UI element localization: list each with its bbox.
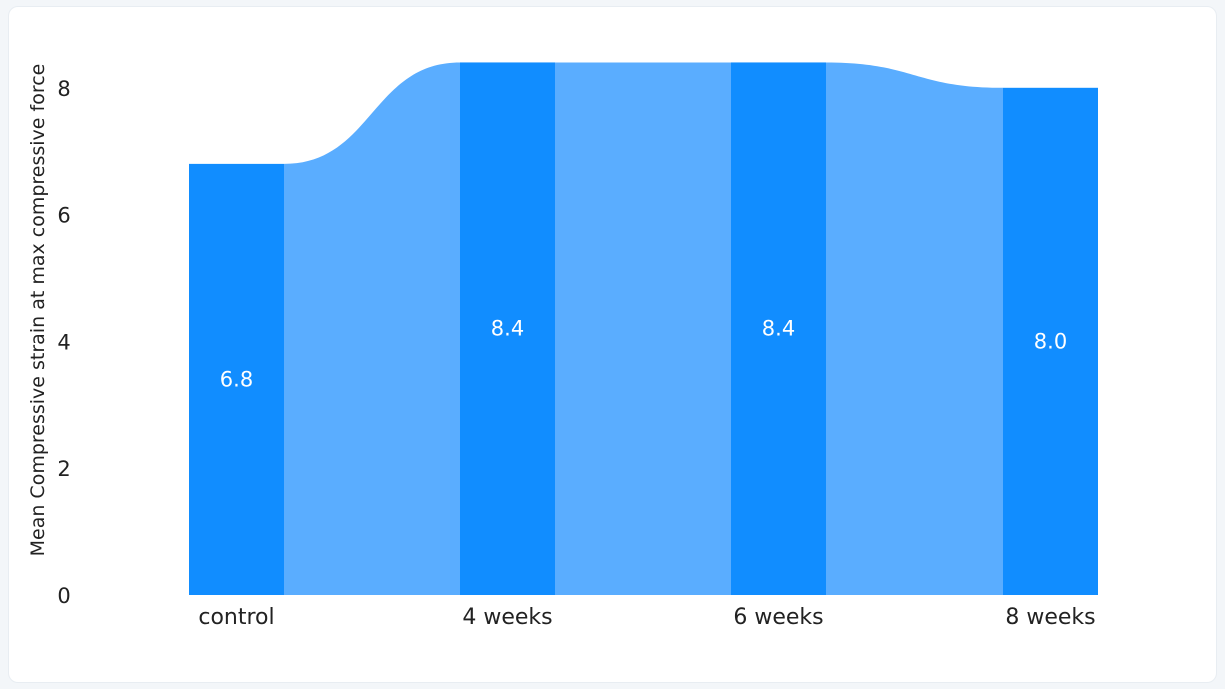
data-label: 6.8 [220,367,253,391]
y-axis-ticks: 0 2 4 6 8 [57,77,70,608]
y-tick-label: 0 [57,584,70,608]
y-tick-label: 6 [57,204,70,228]
x-category-label: 8 weeks [1005,605,1095,630]
y-tick-label: 8 [57,77,70,101]
y-tick-label: 4 [57,330,70,354]
y-axis-title: Mean Compressive strain at max compressi… [27,64,49,557]
ribbon-0 [284,62,460,595]
bars-layer [189,62,1098,596]
y-tick-label: 2 [57,457,70,481]
x-category-label: 6 weeks [733,605,823,630]
ribbon-2 [826,62,1003,595]
bar-6-weeks[interactable] [731,62,826,595]
ribbons-layer [284,62,1003,595]
bar-8-weeks[interactable] [1003,87,1098,596]
data-label: 8.4 [491,317,524,341]
ribbon-1 [555,62,731,595]
x-category-label: 4 weeks [462,605,552,630]
bar-control[interactable] [189,163,284,595]
data-label: 8.0 [1034,329,1067,353]
x-category-label: control [198,605,274,630]
bar-4-weeks[interactable] [460,62,555,595]
x-axis-categories: control 4 weeks 6 weeks 8 weeks [198,605,1095,630]
data-label: 8.4 [762,317,795,341]
data-labels: 6.8 8.4 8.4 8.0 [220,317,1067,392]
